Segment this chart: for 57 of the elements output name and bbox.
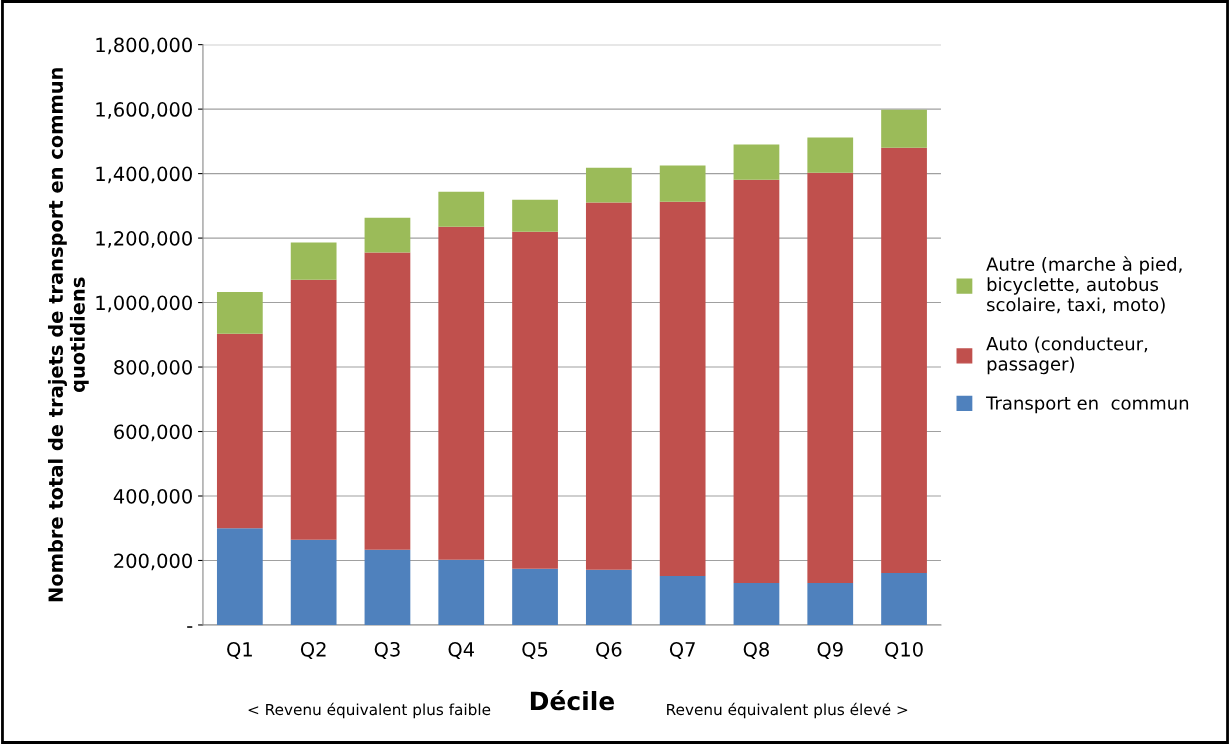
bar [733, 144, 780, 180]
x-tick-label: Q5 [522, 641, 548, 659]
bar [733, 179, 780, 584]
bar [364, 549, 411, 625]
bar [512, 199, 558, 232]
bar [216, 291, 263, 334]
text: Revenu équivalent plus élevé > [667, 702, 908, 719]
y-tick-label: 400,000 [113, 488, 192, 506]
y-tick-label: 200,000 [114, 553, 192, 571]
bar [512, 231, 558, 569]
bar [881, 573, 927, 625]
bar [290, 539, 337, 625]
x-tick-label: Q7 [669, 641, 695, 659]
bar [585, 569, 632, 625]
y-axis-title: Nombre total de trajets de transport en commun quotidiens [47, 68, 89, 602]
x-tick-label: Q3 [374, 641, 400, 659]
bar [290, 279, 337, 540]
y-tick-label: 600,000 [114, 424, 192, 442]
y-tick-label: 800,000 [114, 360, 192, 377]
x-tick-label: Q2 [300, 641, 326, 659]
bar [659, 575, 706, 625]
x-axis-title: Décile [530, 690, 615, 711]
bar [438, 226, 485, 560]
legend-label: Auto (conducteur, passager) [986, 336, 1148, 375]
bar [585, 202, 632, 570]
y-tick-label: 1,200,000 [96, 231, 192, 248]
bar [585, 167, 632, 203]
x-tick-label: Q1 [227, 641, 252, 659]
bar [216, 528, 263, 625]
x-tick-label: Q10 [885, 641, 923, 659]
bar [438, 191, 485, 227]
bar [364, 252, 411, 550]
bar [807, 172, 854, 584]
bar [512, 568, 558, 625]
bar [216, 333, 263, 529]
bar [438, 559, 485, 625]
x-tick-label: Q4 [448, 641, 474, 659]
legend-label: Transport en commun [986, 396, 1189, 414]
legend-label: Autre (marche à pied, bicyclette, autobus scolaire, taxi, moto) [986, 256, 1182, 314]
bar [290, 242, 337, 280]
y-tick-label: 1,000,000 [96, 295, 192, 313]
y-tick-label: - [187, 626, 193, 628]
bar [807, 137, 854, 173]
bar [733, 583, 780, 625]
text: < Revenu équivalent plus faible [248, 702, 491, 719]
x-tick-label: Q9 [817, 641, 843, 659]
bar [881, 147, 927, 574]
y-tick-label: 1,400,000 [96, 166, 192, 184]
bar [807, 583, 854, 625]
x-tick-label: Q6 [596, 641, 622, 659]
bar [364, 217, 411, 253]
bar [659, 165, 706, 202]
bar [659, 201, 706, 576]
y-tick-label: 1,600,000 [96, 102, 192, 119]
x-tick-label: Q8 [743, 641, 769, 659]
y-tick-label: 1,800,000 [96, 37, 192, 55]
bar [881, 109, 927, 148]
